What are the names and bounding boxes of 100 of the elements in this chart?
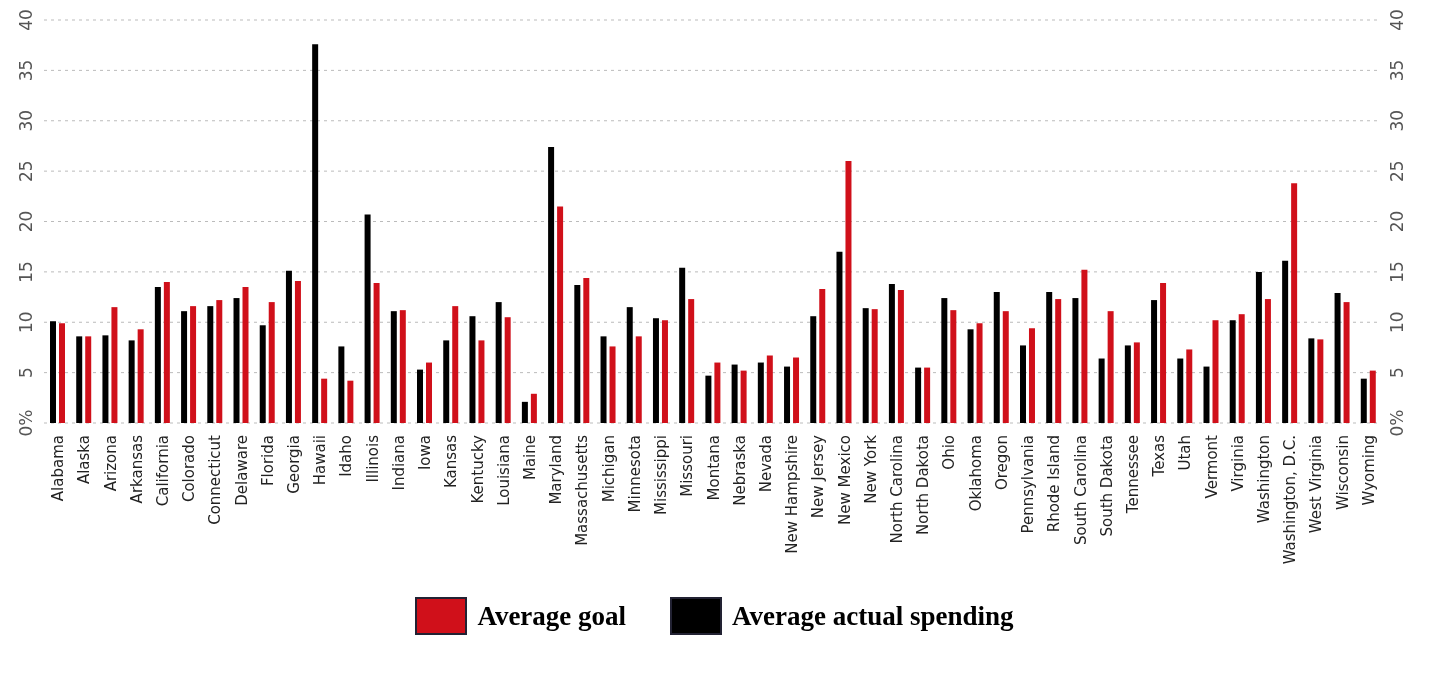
y-tick-label: 5 xyxy=(16,367,36,379)
y2-tick-label: 0% xyxy=(1387,409,1407,437)
x-tick-label: Mississippi xyxy=(652,435,671,515)
bar xyxy=(163,281,170,423)
x-tick-label: North Dakota xyxy=(914,435,933,535)
bar xyxy=(128,340,135,423)
bar xyxy=(705,375,712,423)
x-tick-label: Arizona xyxy=(101,435,120,492)
x-tick-label: Pennsylvania xyxy=(1019,435,1038,534)
x-tick-label: Maine xyxy=(520,435,539,481)
bar xyxy=(1282,260,1289,423)
x-tick-label: Delaware xyxy=(232,435,251,506)
x-tick-label: Missouri xyxy=(678,435,697,497)
bar xyxy=(495,302,502,423)
x-tick-label: Illinois xyxy=(363,434,382,483)
bar xyxy=(967,329,974,423)
bar xyxy=(190,306,197,423)
x-tick-label: Maryland xyxy=(547,435,566,505)
bar xyxy=(469,316,476,423)
bar xyxy=(836,251,843,423)
bar xyxy=(285,270,292,423)
bar xyxy=(1124,345,1131,423)
x-tick-label: Louisiana xyxy=(494,435,513,506)
y2-tick-label: 25 xyxy=(1387,160,1407,182)
bar xyxy=(443,340,450,423)
bar xyxy=(1046,292,1053,423)
y2-tick-label: 40 xyxy=(1387,9,1407,31)
bar xyxy=(688,299,695,423)
y2-tick-label: 35 xyxy=(1387,59,1407,82)
x-tick-label: Colorado xyxy=(180,435,199,503)
bar xyxy=(294,280,301,423)
bar xyxy=(399,310,406,423)
x-tick-label: Virginia xyxy=(1228,435,1247,492)
bar xyxy=(268,302,275,423)
y2-tick-label: 30 xyxy=(1387,109,1407,132)
x-tick-label: California xyxy=(153,435,172,507)
bar xyxy=(1055,299,1062,423)
bar xyxy=(950,310,957,423)
y-tick-label: 25 xyxy=(16,160,36,182)
bar xyxy=(312,44,319,423)
x-tick-label: South Carolina xyxy=(1071,435,1090,546)
y-tick-label: 40 xyxy=(16,9,36,31)
bar xyxy=(321,378,328,423)
x-tick-label: New Hampshire xyxy=(783,435,802,554)
bar xyxy=(819,289,826,423)
bar xyxy=(85,336,92,423)
bar xyxy=(216,300,223,423)
x-tick-label: Ohio xyxy=(940,435,959,470)
bar xyxy=(652,318,659,423)
x-tick-label: Oregon xyxy=(992,435,1011,491)
bar xyxy=(76,336,83,423)
bar xyxy=(347,380,354,423)
bar xyxy=(1133,342,1140,423)
x-tick-label: North Carolina xyxy=(888,435,907,544)
x-tick-label: Nebraska xyxy=(730,435,749,506)
bar xyxy=(679,267,686,423)
bar xyxy=(924,367,931,423)
x-tick-label: New York xyxy=(861,434,880,504)
bar xyxy=(521,401,528,423)
bar xyxy=(111,307,118,423)
x-tick-label: New Mexico xyxy=(835,435,854,525)
bar xyxy=(1308,338,1315,423)
bar xyxy=(810,316,817,423)
y2-tick-label: 10 xyxy=(1387,311,1407,334)
bar xyxy=(1291,183,1298,423)
bar xyxy=(1317,339,1324,423)
bar xyxy=(1360,378,1367,423)
bar xyxy=(452,306,459,423)
bar xyxy=(1369,370,1376,423)
bar xyxy=(1212,320,1219,423)
x-tick-label: Kentucky xyxy=(468,434,487,504)
x-tick-label: South Dakota xyxy=(1097,435,1116,537)
bar xyxy=(530,393,537,423)
x-tick-label: Florida xyxy=(258,435,277,487)
x-tick-label: Washington xyxy=(1255,435,1274,524)
bar xyxy=(731,364,738,423)
bar xyxy=(661,320,668,423)
bar xyxy=(600,336,607,423)
bar xyxy=(259,325,266,423)
x-tick-label: West Virginia xyxy=(1307,435,1326,534)
y2-tick-label: 15 xyxy=(1387,261,1407,283)
x-tick-label: Hawaii xyxy=(311,435,330,486)
bar xyxy=(574,284,581,423)
bar xyxy=(207,306,214,423)
bar xyxy=(784,366,791,423)
x-tick-label: Indiana xyxy=(389,435,408,491)
x-tick-label: Wyoming xyxy=(1359,435,1378,506)
bar xyxy=(1238,314,1245,423)
bar xyxy=(242,286,249,423)
bar xyxy=(757,362,764,423)
bar xyxy=(181,311,188,423)
bar xyxy=(635,336,642,423)
bar xyxy=(1019,345,1026,423)
bar xyxy=(1098,358,1105,423)
bar xyxy=(1177,358,1184,423)
x-tick-label: Idaho xyxy=(337,435,356,477)
x-tick-label: Georgia xyxy=(285,435,304,494)
bar xyxy=(993,292,1000,423)
bar xyxy=(1343,302,1350,423)
y-tick-label: 15 xyxy=(16,261,36,283)
